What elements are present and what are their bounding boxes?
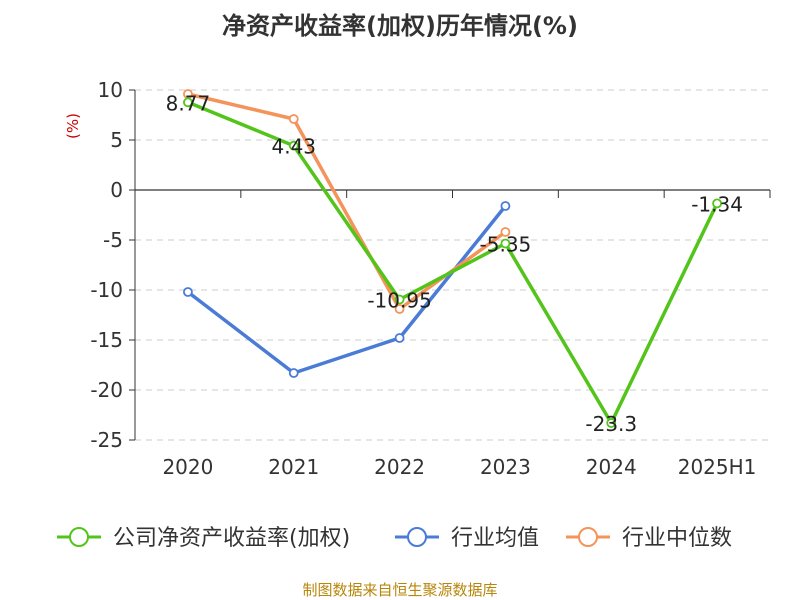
series-path	[187, 92, 507, 311]
legend-label: 行业中位数	[622, 526, 732, 551]
y-tick-label: 5	[110, 128, 123, 152]
x-tick-label: 2024	[586, 455, 637, 479]
legend-label: 行业均值	[451, 526, 539, 551]
data-point	[500, 201, 511, 211]
data-point	[500, 227, 511, 237]
x-tick-label: 2022	[374, 455, 425, 479]
series-line	[183, 97, 722, 428]
legend-marker	[578, 527, 598, 547]
data-point	[288, 140, 299, 151]
y-tick-label: -25	[90, 428, 123, 452]
data-point	[288, 114, 299, 124]
source-note: 制图数据来自恒生聚源数据库	[302, 581, 497, 599]
y-tick-label: -20	[90, 378, 123, 402]
y-axis-unit-label: (%)	[64, 113, 82, 139]
x-tick-label: 2023	[480, 455, 531, 479]
series-path	[187, 100, 719, 425]
data-label: 4.43	[271, 135, 316, 159]
series-lines	[183, 89, 722, 428]
series-line	[183, 89, 511, 314]
data-point	[394, 304, 405, 314]
data-point	[606, 418, 617, 428]
legend-label: 公司净资产收益率(加权)	[113, 526, 350, 551]
axes: 10 5 0 -5 -10 -15 -20 -25 2020 2021 2022 2023 2024 20…	[90, 78, 771, 479]
data-labels: 8.77 4.43 -10.95 -5.35 -23.3 -1.34	[166, 91, 743, 436]
data-point	[183, 287, 193, 297]
chart-title: 净资产收益率(加权)历年情况(%)	[222, 12, 578, 40]
data-point	[183, 97, 193, 108]
legend-marker	[407, 527, 427, 547]
y-tick-label: -15	[90, 328, 123, 352]
x-tick-label: 2025H1	[678, 455, 757, 479]
data-point	[288, 368, 299, 378]
data-label: -10.95	[367, 289, 431, 313]
legend-marker	[69, 527, 89, 547]
y-tick-label: -10	[90, 278, 123, 302]
x-tick-label: 2020	[162, 455, 213, 479]
y-tick-label: -5	[103, 228, 123, 252]
legend-item[interactable]: 公司净资产收益率(加权)	[57, 526, 350, 551]
legend-item[interactable]: 行业中位数	[566, 526, 732, 551]
data-label: -5.35	[480, 233, 532, 257]
data-label: -1.34	[691, 192, 743, 216]
data-label: 8.77	[166, 91, 211, 115]
data-point	[712, 198, 722, 209]
x-tick-label: 2021	[268, 455, 319, 479]
y-tick-label: 0	[110, 178, 123, 202]
y-tick-label: 10	[98, 78, 123, 102]
data-point	[394, 294, 405, 305]
grid-lines	[135, 89, 770, 441]
data-point	[394, 333, 405, 343]
data-label: -23.3	[585, 412, 637, 436]
legend-item[interactable]: 行业均值	[395, 526, 539, 551]
legend: 公司净资产收益率(加权) 行业均值 行业中位数	[57, 526, 732, 551]
data-point	[500, 238, 511, 249]
